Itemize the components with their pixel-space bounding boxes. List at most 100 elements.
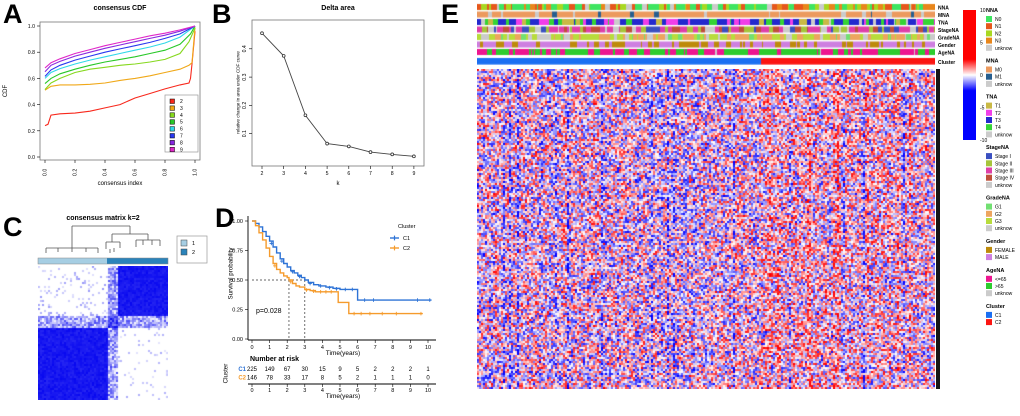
- heatmap-legend-label: unknow: [995, 291, 1013, 297]
- delta-area-point: [281, 54, 286, 58]
- heatmap-legend-label: FEMALE: [995, 248, 1016, 254]
- legend-label-k4: 4: [180, 113, 183, 119]
- risk-value: 5: [338, 376, 342, 382]
- risk-value: 67: [284, 367, 291, 373]
- risk-value: 1: [426, 367, 430, 373]
- risk-value: 15: [319, 367, 326, 373]
- heatmap-legend-label: Stage II: [995, 161, 1012, 167]
- heatmap-legend-title-StageNA: StageNA: [986, 145, 1009, 151]
- y-tick-label: 0.4: [28, 103, 35, 109]
- risk-value: 0: [426, 376, 430, 382]
- x-tick-label: 0.6: [133, 169, 139, 176]
- heatmap-legend-label: T2: [995, 111, 1001, 117]
- risk-value: 30: [301, 367, 308, 373]
- cdf-curve-k2: [44, 31, 196, 127]
- panel-e-letter: E: [441, 0, 460, 29]
- risk-value: 1: [391, 376, 395, 382]
- heatmap-legend-label: C1: [995, 313, 1002, 319]
- heatmap-legend-swatch: [986, 23, 992, 30]
- legend-label-k7: 7: [180, 134, 183, 140]
- panel-b-xlabel: k: [336, 181, 340, 187]
- column-bar-frame: [37, 257, 169, 265]
- heatmap-legend-label: N0: [995, 17, 1002, 23]
- legend-label-k6: 6: [180, 127, 183, 133]
- risk-value: 78: [266, 376, 273, 382]
- heatmap-legend-title-AgeNA: AgeNA: [986, 268, 1004, 274]
- heatmap-legend-label: G3: [995, 219, 1002, 225]
- risk-tick-label: 4: [321, 388, 324, 394]
- colorbar-tick-label: 5: [980, 41, 983, 47]
- consensus-matrix-heatmap: [38, 266, 168, 400]
- panel-d-ylabel: Survival probability: [227, 247, 235, 300]
- x-tick-label: 7: [374, 345, 377, 351]
- x-tick-label: 9: [412, 171, 415, 177]
- legend-swatch-k7: [169, 133, 175, 139]
- legend-label-k9: 9: [180, 147, 183, 153]
- cdf-curve-k6: [44, 25, 196, 79]
- risk-tick-label: 6: [356, 388, 359, 394]
- risk-tick-label: 1: [268, 388, 271, 394]
- legend-label-1: 1: [192, 241, 195, 247]
- x-tick-label: 5: [326, 171, 329, 177]
- legend-label-k5: 5: [180, 120, 183, 126]
- heatmap-legend-label: N3: [995, 39, 1002, 45]
- risk-tick-label: 9: [409, 388, 412, 394]
- panel-a-frame: [39, 21, 201, 161]
- panel-a-letter: A: [3, 0, 23, 29]
- row-labels-strip: [936, 69, 940, 389]
- y-tick-label: 0.75: [232, 249, 243, 255]
- delta-area-point: [325, 141, 329, 146]
- cdf-curve-k4: [44, 27, 196, 90]
- cdf-curve-k8: [44, 25, 196, 73]
- heatmap-legend-label: T4: [995, 125, 1001, 131]
- heatmap-legend-swatch: [986, 73, 992, 80]
- x-tick-label: 0.0: [43, 169, 49, 176]
- heatmap-legend-swatch: [986, 16, 992, 22]
- risk-tick-label: 10: [425, 388, 431, 394]
- track-label-MNA: MNA: [938, 13, 950, 19]
- panel-b-ylabel: relative change in area under CDF curve: [235, 51, 241, 134]
- x-tick-label: 0.8: [163, 169, 169, 176]
- legend-label-k2: 2: [180, 99, 183, 105]
- cdf-curve-k5: [44, 25, 196, 85]
- x-tick-label: 3: [303, 345, 306, 351]
- heatmap-legend-swatch: [986, 174, 992, 181]
- legend-swatch-k6: [169, 126, 175, 132]
- heatmap-legend-swatch: [986, 37, 992, 44]
- cdf-curve-k9: [44, 25, 196, 69]
- heatmap-legend-swatch: [986, 124, 992, 131]
- heatmap-legend-swatch: [986, 160, 992, 167]
- x-tick-label: 1: [268, 345, 271, 351]
- x-tick-label: 5: [338, 345, 341, 351]
- x-tick-label: 0: [250, 345, 253, 351]
- panel-a-ylabel: CDF: [3, 84, 9, 98]
- x-tick-label: 6: [356, 345, 359, 351]
- delta-area-point: [260, 31, 264, 36]
- track-label-Gender: Gender: [938, 43, 956, 49]
- risk-value: 33: [284, 376, 291, 382]
- x-tick-label: 2: [261, 171, 264, 177]
- heatmap-legend-swatch: [986, 290, 992, 297]
- risk-tick-label: 3: [303, 388, 306, 394]
- risk-value: 1: [374, 376, 378, 382]
- y-tick-label: 0.50: [232, 278, 243, 284]
- heatmap-legend-swatch: [986, 283, 992, 289]
- heatmap-legend-swatch: [986, 210, 992, 217]
- y-tick-label: 0.00: [232, 337, 243, 343]
- heatmap-legend-swatch: [986, 109, 992, 116]
- delta-area-point: [368, 150, 373, 154]
- risk-table-xlabel: Time(years): [325, 393, 361, 400]
- colorbar-tick-label: 10: [980, 8, 986, 14]
- delta-area-point: [412, 154, 416, 159]
- heatmap-legend-label: unknow: [995, 46, 1013, 52]
- panel-d-letter: D: [215, 203, 235, 233]
- legend-swatch-k9: [169, 147, 175, 153]
- delta-area-line: [261, 32, 414, 157]
- heatmap-legend-label: T1: [995, 104, 1001, 110]
- y-tick-label: 0.4: [242, 45, 248, 52]
- heatmap-legend-title-GradeNA: GradeNA: [986, 196, 1010, 202]
- heatmap-legend-swatch: [986, 66, 992, 73]
- colorbar-tick-label: -5: [980, 106, 985, 112]
- heatmap-legend-label: <=65: [995, 277, 1007, 283]
- x-tick-label: 0.4: [103, 169, 109, 176]
